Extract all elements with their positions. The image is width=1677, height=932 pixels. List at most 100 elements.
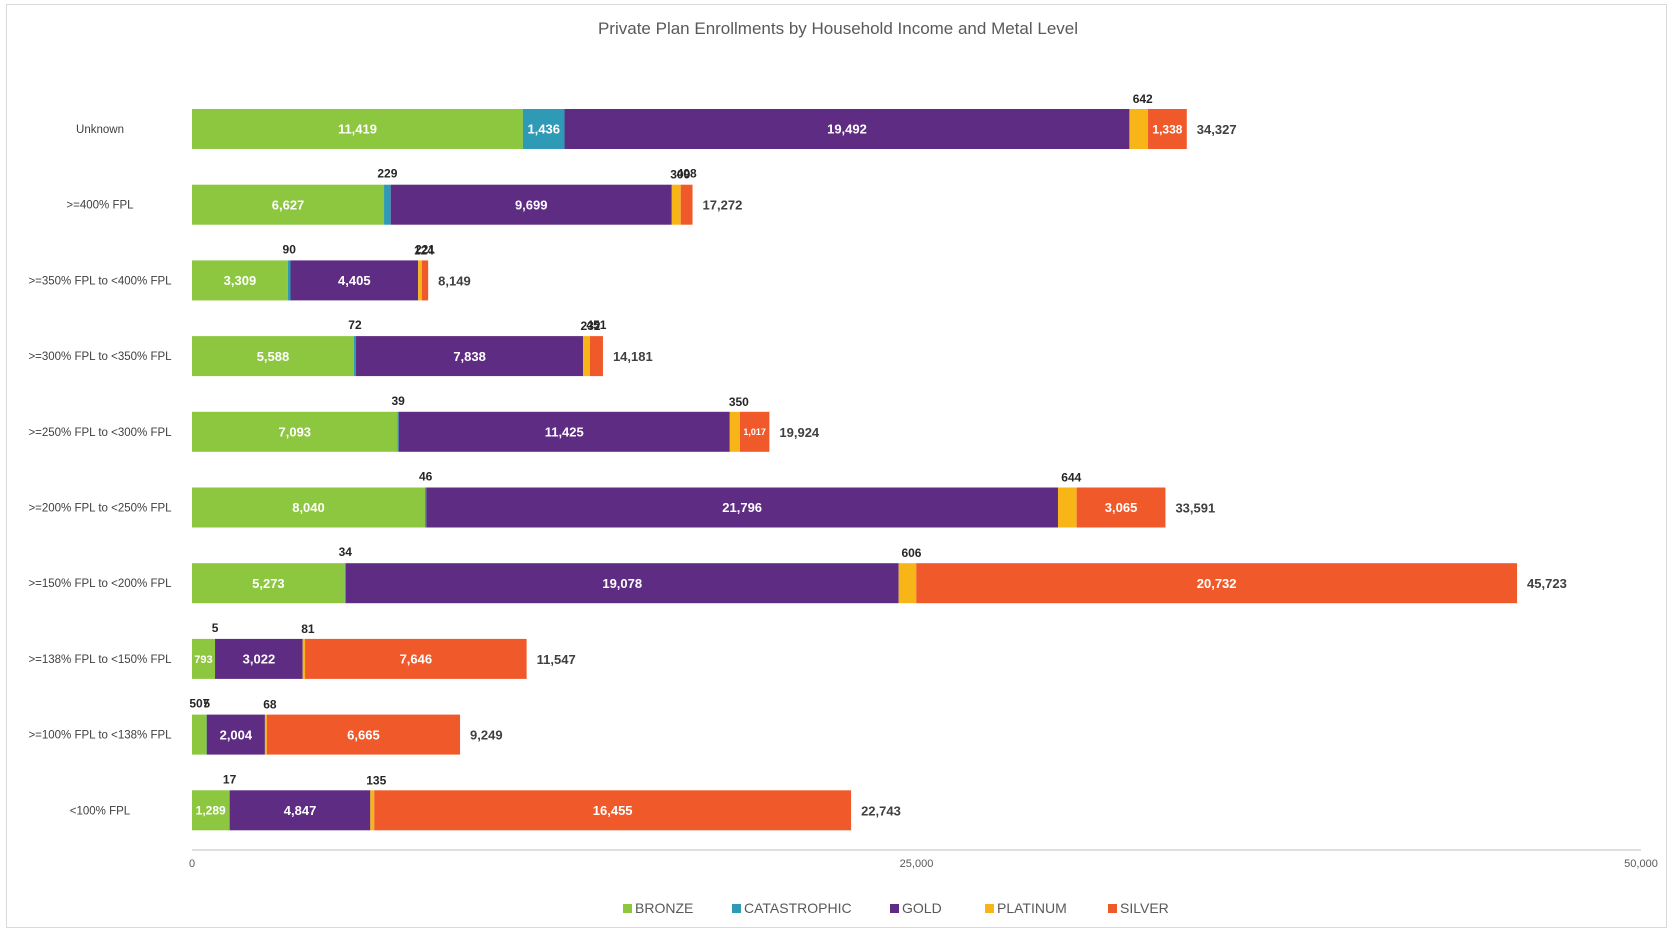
legend-swatch-silver [1108,904,1117,913]
bar-segment-silver [589,336,603,377]
data-label: 644 [1061,471,1081,485]
data-label: 8,040 [292,500,325,515]
bar-segment-catastrophic [424,487,427,528]
data-label: 5 [203,697,210,711]
bar-segment-catastrophic [397,411,399,452]
data-label: 19,078 [602,576,642,591]
bar-segment-platinum [1057,487,1077,528]
legend-label: GOLD [902,900,942,916]
bar-segment-bronze [192,790,230,831]
bar-segment-silver [916,563,1518,604]
data-label: 3,065 [1105,500,1138,515]
data-label: 11,419 [338,122,377,137]
bar-segment-platinum [302,638,306,679]
category-label: >=138% FPL to <150% FPL [28,654,172,666]
legend-label: SILVER [1120,900,1169,916]
category-label: >=350% FPL to <400% FPL [28,275,172,287]
data-label: 5,273 [252,576,285,591]
data-label: 20,732 [1197,576,1237,591]
data-label: 408 [677,167,697,181]
bar-segment-platinum [418,260,422,301]
total-label: 8,149 [438,273,471,288]
data-label: 606 [901,546,921,560]
data-label: 72 [348,318,362,332]
data-label: 229 [377,167,397,181]
category-label: <100% FPL [70,805,131,817]
data-label: 451 [586,318,606,332]
data-label: 21,796 [722,500,762,515]
data-label: 1,017 [743,427,766,437]
legend-swatch-gold [890,904,899,913]
bar-segment-gold [290,260,419,301]
x-tick-label: 0 [189,858,195,870]
category-label: >=400% FPL [66,200,134,212]
data-label: 68 [263,698,277,712]
bar-segment-gold [345,563,899,604]
data-label: 19,492 [827,122,867,137]
data-label: 17 [223,772,237,786]
data-label: 7,838 [453,349,486,364]
data-label: 642 [1133,92,1153,106]
bar-segment-bronze [192,260,288,301]
data-label: 1,289 [196,804,226,818]
legend: BRONZE CATASTROPHIC GOLD PLATINUM SILVER [623,900,1169,916]
data-label: 6,627 [272,197,305,212]
bar-segment-silver [421,260,429,301]
bar-segment-silver [680,184,693,225]
bar-segment-bronze [192,563,345,604]
bar-segment-bronze [192,638,215,679]
data-label: 4,405 [338,273,371,288]
data-label: 3,022 [243,652,276,667]
bar-segment-silver [1148,109,1187,149]
legend-label: BRONZE [635,900,693,916]
total-label: 14,181 [613,349,653,364]
data-label: 46 [419,470,433,484]
legend-swatch-platinum [985,904,994,913]
legend-label: CATASTROPHIC [744,900,852,916]
chart-title: Private Plan Enrollments by Household In… [598,19,1078,38]
data-label: 350 [729,395,749,409]
plot-area: 0 25,000 50,000 Unknown 11,419 1,436 19,492 642… [28,92,1657,870]
legend-label: PLATINUM [997,900,1067,916]
data-label: 124 [414,243,434,257]
total-label: 22,743 [861,803,901,818]
category-label: >=250% FPL to <300% FPL [28,427,172,439]
bar-segment-silver [266,714,461,755]
bar-segment-platinum [729,411,740,452]
data-label: 2,004 [220,727,253,742]
bar-segment-gold [215,638,303,679]
category-label: Unknown [76,124,124,136]
bar-segment-catastrophic [287,260,291,301]
category-label: >=100% FPL to <138% FPL [28,730,172,742]
bar-segment-gold [356,336,584,377]
total-label: 33,591 [1175,501,1215,516]
data-label: 9,699 [515,197,548,212]
total-label: 11,547 [537,652,576,667]
x-tick-label: 50,000 [1624,858,1658,870]
bar-segment-catastrophic [522,109,565,149]
chart-frame [6,4,1667,928]
bar-segment-bronze [192,411,398,452]
bar-segment-gold [229,790,371,831]
x-tick-label: 25,000 [900,858,934,870]
data-label: 81 [301,622,315,636]
data-label: 135 [366,773,386,787]
bar-segment-gold [564,109,1130,149]
category-label: >=300% FPL to <350% FPL [28,351,172,363]
bar-segment-catastrophic [229,790,231,831]
data-label: 7,646 [400,652,433,667]
bar-segment-gold [390,184,672,225]
total-label: 19,924 [779,425,820,440]
bar-segment-bronze [192,109,523,149]
data-label: 1,436 [527,122,560,137]
data-label: 34 [339,545,353,559]
data-label: 221 [415,242,435,256]
bar-segment-silver [1076,487,1166,528]
bar-segment-platinum [898,563,917,604]
data-label: 16,455 [593,803,633,818]
data-label: 39 [391,394,405,408]
data-label: 6,665 [347,727,380,742]
bar-segment-catastrophic [384,184,391,225]
data-label: 4,847 [284,803,317,818]
data-label: 507 [189,697,209,711]
